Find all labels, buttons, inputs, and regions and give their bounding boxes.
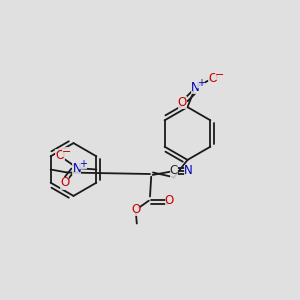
Text: −: −	[62, 146, 71, 157]
Text: +: +	[197, 78, 205, 88]
Text: O: O	[56, 149, 65, 162]
Text: N: N	[184, 164, 193, 178]
Text: C: C	[170, 164, 178, 178]
Text: O: O	[208, 71, 217, 85]
Text: O: O	[165, 194, 174, 207]
Text: +: +	[79, 159, 87, 169]
Text: O: O	[60, 176, 70, 190]
Text: N: N	[190, 81, 200, 94]
Text: N: N	[73, 161, 81, 175]
Text: O: O	[131, 203, 140, 216]
Text: O: O	[178, 95, 187, 109]
Text: −: −	[214, 70, 224, 80]
